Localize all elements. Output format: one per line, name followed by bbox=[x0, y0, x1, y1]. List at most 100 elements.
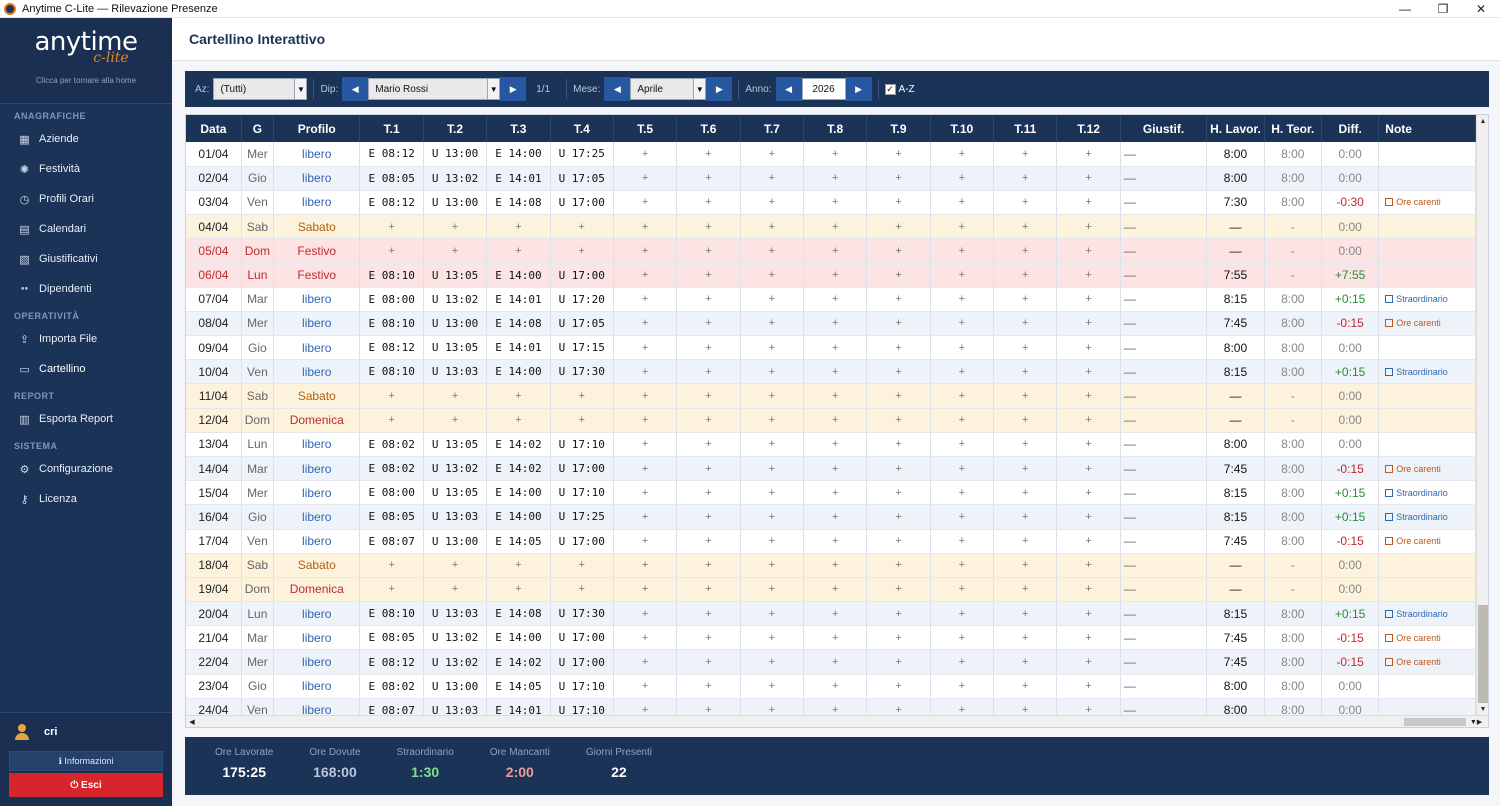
add-punch-cell[interactable]: + bbox=[740, 504, 805, 530]
vertical-scrollbar[interactable]: ▲ ▼ bbox=[1476, 115, 1488, 715]
add-punch-cell[interactable]: + bbox=[866, 504, 931, 530]
scroll-right-icon[interactable]: ▼▶ bbox=[1469, 719, 1483, 726]
minimize-icon[interactable]: — bbox=[1399, 2, 1411, 16]
add-punch-cell[interactable]: + bbox=[993, 577, 1058, 603]
sidebar-item-cartellino[interactable]: ▭ Cartellino bbox=[0, 354, 172, 384]
add-punch-cell[interactable]: + bbox=[740, 529, 805, 554]
add-punch-cell[interactable]: + bbox=[993, 359, 1058, 385]
punch-cell[interactable]: U 17:00 bbox=[550, 262, 614, 288]
profile-cell[interactable]: libero bbox=[273, 359, 361, 385]
add-punch-cell[interactable]: + bbox=[550, 214, 614, 240]
punch-cell[interactable]: E 08:10 bbox=[359, 262, 424, 288]
add-punch-cell[interactable]: + bbox=[423, 214, 488, 240]
profile-cell[interactable]: libero bbox=[273, 190, 361, 216]
add-punch-cell[interactable]: + bbox=[1056, 142, 1121, 167]
add-punch-cell[interactable]: + bbox=[866, 311, 931, 337]
punch-cell[interactable]: E 14:02 bbox=[486, 456, 551, 482]
profile-cell[interactable]: libero bbox=[273, 432, 361, 457]
justification-cell[interactable]: — bbox=[1120, 480, 1208, 506]
column-header[interactable]: G bbox=[241, 115, 274, 142]
table-row[interactable]: 09/04 Gio libero E 08:12 U 13:05 E 14:01 U 17:… bbox=[186, 335, 1476, 361]
add-punch-cell[interactable]: + bbox=[1056, 649, 1121, 675]
table-row[interactable]: 13/04 Lun libero E 08:02 U 13:05 E 14:02 U 17:… bbox=[186, 432, 1476, 457]
add-punch-cell[interactable]: + bbox=[740, 238, 805, 264]
table-row[interactable]: 23/04 Gio libero E 08:02 U 13:00 E 14:05 U 17:… bbox=[186, 674, 1476, 699]
close-icon[interactable]: ✕ bbox=[1475, 2, 1487, 16]
column-header[interactable]: T.10 bbox=[930, 115, 995, 142]
add-punch-cell[interactable]: + bbox=[866, 456, 931, 482]
column-header[interactable]: T.6 bbox=[676, 115, 741, 142]
add-punch-cell[interactable]: + bbox=[993, 166, 1058, 191]
add-punch-cell[interactable]: + bbox=[930, 359, 995, 385]
add-punch-cell[interactable]: + bbox=[930, 190, 995, 216]
add-punch-cell[interactable]: + bbox=[803, 625, 868, 651]
punch-cell[interactable]: U 13:02 bbox=[423, 456, 488, 482]
add-punch-cell[interactable]: + bbox=[803, 190, 868, 216]
punch-cell[interactable]: U 17:00 bbox=[550, 649, 614, 675]
add-punch-cell[interactable]: + bbox=[993, 625, 1058, 651]
punch-cell[interactable]: E 08:05 bbox=[359, 625, 424, 651]
column-header[interactable]: Note bbox=[1378, 115, 1476, 142]
add-punch-cell[interactable]: + bbox=[803, 166, 868, 191]
punch-cell[interactable]: E 08:12 bbox=[359, 335, 424, 361]
add-punch-cell[interactable]: + bbox=[676, 674, 741, 699]
add-punch-cell[interactable]: + bbox=[423, 238, 488, 264]
add-punch-cell[interactable]: + bbox=[930, 529, 995, 554]
add-punch-cell[interactable]: + bbox=[803, 553, 868, 578]
add-punch-cell[interactable]: + bbox=[930, 238, 995, 264]
add-punch-cell[interactable]: + bbox=[866, 649, 931, 675]
add-punch-cell[interactable]: + bbox=[930, 287, 995, 312]
justification-cell[interactable]: — bbox=[1120, 408, 1208, 433]
add-punch-cell[interactable]: + bbox=[1056, 262, 1121, 288]
add-punch-cell[interactable]: + bbox=[993, 529, 1058, 554]
add-punch-cell[interactable]: + bbox=[803, 335, 868, 361]
justification-cell[interactable]: — bbox=[1120, 601, 1208, 627]
punch-cell[interactable]: E 14:00 bbox=[486, 262, 551, 288]
add-punch-cell[interactable]: + bbox=[1056, 335, 1121, 361]
add-punch-cell[interactable]: + bbox=[866, 287, 931, 312]
add-punch-cell[interactable]: + bbox=[740, 142, 805, 167]
add-punch-cell[interactable]: + bbox=[803, 408, 868, 433]
add-punch-cell[interactable]: + bbox=[359, 553, 424, 578]
column-header[interactable]: Data bbox=[186, 115, 242, 142]
add-punch-cell[interactable]: + bbox=[803, 214, 868, 240]
add-punch-cell[interactable]: + bbox=[866, 553, 931, 578]
punch-cell[interactable]: U 13:02 bbox=[423, 287, 488, 312]
column-header[interactable]: T.11 bbox=[993, 115, 1058, 142]
anno-input[interactable]: 2026 bbox=[801, 78, 846, 100]
add-punch-cell[interactable]: + bbox=[803, 238, 868, 264]
add-punch-cell[interactable]: + bbox=[803, 577, 868, 603]
profile-cell[interactable]: Festivo bbox=[273, 262, 361, 288]
add-punch-cell[interactable]: + bbox=[740, 359, 805, 385]
add-punch-cell[interactable]: + bbox=[613, 553, 678, 578]
add-punch-cell[interactable]: + bbox=[1056, 408, 1121, 433]
add-punch-cell[interactable]: + bbox=[930, 456, 995, 482]
add-punch-cell[interactable]: + bbox=[676, 504, 741, 530]
maximize-icon[interactable]: ❐ bbox=[1437, 2, 1449, 16]
column-header[interactable]: T.2 bbox=[423, 115, 488, 142]
justification-cell[interactable]: — bbox=[1120, 432, 1208, 457]
add-punch-cell[interactable]: + bbox=[359, 577, 424, 603]
add-punch-cell[interactable]: + bbox=[676, 311, 741, 337]
add-punch-cell[interactable]: + bbox=[803, 649, 868, 675]
add-punch-cell[interactable]: + bbox=[993, 504, 1058, 530]
punch-cell[interactable]: E 08:10 bbox=[359, 311, 424, 337]
column-header[interactable]: T.12 bbox=[1056, 115, 1121, 142]
justification-cell[interactable]: — bbox=[1120, 142, 1208, 167]
add-punch-cell[interactable]: + bbox=[359, 238, 424, 264]
add-punch-cell[interactable]: + bbox=[486, 553, 551, 578]
table-row[interactable]: 01/04 Mer libero E 08:12 U 13:00 E 14:00 U 17:… bbox=[186, 142, 1476, 167]
profile-cell[interactable]: Sabato bbox=[273, 383, 361, 409]
add-punch-cell[interactable]: + bbox=[930, 432, 995, 457]
add-punch-cell[interactable]: + bbox=[676, 577, 741, 603]
add-punch-cell[interactable]: + bbox=[930, 649, 995, 675]
add-punch-cell[interactable]: + bbox=[613, 238, 678, 264]
punch-cell[interactable]: U 13:02 bbox=[423, 166, 488, 191]
add-punch-cell[interactable]: + bbox=[1056, 553, 1121, 578]
punch-cell[interactable]: U 17:05 bbox=[550, 311, 614, 337]
punch-cell[interactable]: U 17:00 bbox=[550, 190, 614, 216]
sidebar-item-aziende[interactable]: ▦ Aziende bbox=[0, 124, 172, 154]
add-punch-cell[interactable]: + bbox=[676, 238, 741, 264]
punch-cell[interactable]: E 14:01 bbox=[486, 287, 551, 312]
punch-cell[interactable]: E 14:02 bbox=[486, 432, 551, 457]
